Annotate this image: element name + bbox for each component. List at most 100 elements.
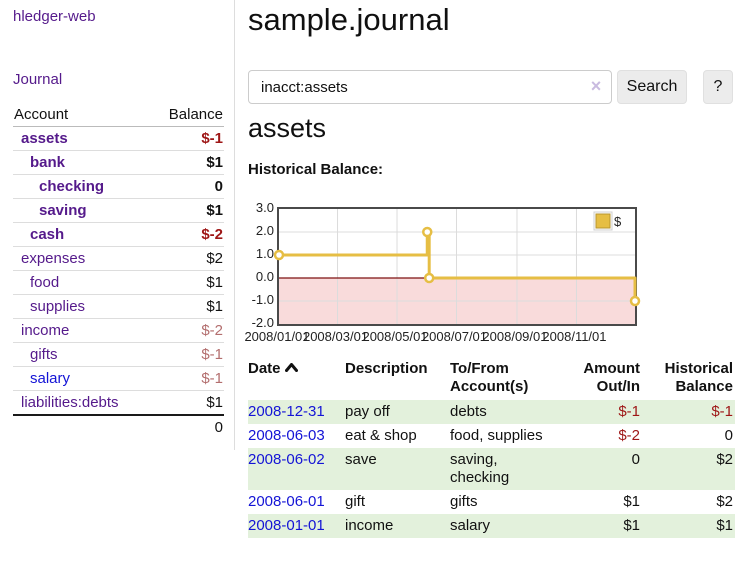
x-axis-label: 2008/07/01	[421, 329, 488, 344]
sidebar-account-link-bank[interactable]: bank	[30, 154, 66, 171]
data-point-marker	[273, 249, 285, 261]
account-balance: $-1	[201, 130, 223, 147]
column-header-to-from-account-s-: To/From Account(s)	[450, 360, 529, 395]
account-balance: $-2	[201, 322, 223, 339]
x-axis-label: 2008/09/01	[482, 329, 548, 344]
y-axis-label: -1.0	[251, 292, 274, 307]
sidebar-account-link-food[interactable]: food	[30, 274, 60, 291]
legend-label: $	[614, 214, 622, 229]
register-date-link[interactable]: 2008-12-31	[248, 403, 325, 420]
y-axis-label: 0.0	[255, 269, 274, 284]
column-header-historical-balance: Historical Balance	[664, 360, 733, 395]
register-description: eat & shop	[345, 427, 417, 444]
chart-legend: $	[593, 211, 622, 231]
sidebar-account-link-salary[interactable]: salary	[30, 370, 71, 387]
register-row: 2008-06-02 save saving, checking 0 $2	[248, 448, 735, 490]
register-row: 2008-01-01 income salary $1 $1	[248, 514, 735, 538]
x-axis-label: 2008/11/01	[542, 329, 607, 344]
sidebar-account-link-checking[interactable]: checking	[39, 178, 105, 195]
register-balance: $2	[716, 493, 733, 510]
clear-search-icon[interactable]: ×	[590, 76, 602, 96]
data-point-marker	[423, 272, 435, 284]
account-balance: $1	[206, 202, 223, 219]
sidebar-account-row: gifts $-1	[13, 343, 224, 367]
register-date-link[interactable]: 2008-06-03	[248, 427, 325, 444]
sidebar-account-link-gifts[interactable]: gifts	[30, 346, 58, 363]
register-date-link[interactable]: 2008-01-01	[248, 517, 325, 534]
sidebar-account-link-assets[interactable]: assets	[21, 130, 68, 147]
help-button[interactable]: ?	[703, 70, 733, 104]
column-header-amount-out-in: Amount Out/In	[583, 360, 640, 395]
register-description: income	[345, 517, 394, 534]
account-balance: $-1	[201, 370, 223, 387]
search-button[interactable]: Search	[617, 70, 687, 104]
register-rows: 2008-12-31 pay off debts $-1 $-1 2008-06-03 ea…	[248, 400, 735, 538]
account-heading: assets	[248, 113, 327, 143]
sidebar-account-row: income $-2	[13, 319, 224, 343]
data-point-marker	[629, 295, 641, 307]
sidebar-account-link-saving[interactable]: saving	[39, 202, 87, 219]
sidebar-account-rows: assets $-1 bank $1 checking 0 saving $1 cash $-2 e…	[13, 127, 224, 414]
sidebar-account-row: salary $-1	[13, 367, 224, 391]
sidebar-account-row: assets $-1	[13, 127, 224, 151]
register-row: 2008-12-31 pay off debts $-1 $-1	[248, 400, 735, 424]
register-date-link[interactable]: 2008-06-02	[248, 451, 325, 468]
sidebar-account-row: liabilities:debts $1	[13, 391, 224, 414]
register-balance: $1	[716, 517, 733, 534]
column-header-date[interactable]: Date	[248, 360, 345, 400]
sidebar-total-row: 0	[13, 414, 224, 439]
register-description: pay off	[345, 403, 390, 420]
search-input[interactable]	[248, 70, 612, 104]
page-title: sample.journal	[248, 2, 450, 37]
y-axis-label: 1.0	[255, 246, 274, 261]
register-table: Date Description To/From Account(s) Amount …	[248, 360, 735, 538]
sidebar-account-link-income[interactable]: income	[21, 322, 70, 339]
register-amount: $1	[623, 493, 640, 510]
sidebar-table-header: Account Balance	[13, 103, 224, 127]
account-balance: $1	[206, 298, 223, 315]
x-axis-label: 2008/01/01	[244, 329, 310, 344]
register-amount: $-2	[618, 427, 640, 444]
x-axis-label: 2008/03/01	[302, 329, 369, 344]
account-balance: $1	[206, 274, 223, 291]
register-description: save	[345, 451, 377, 468]
balance-column-header: Balance	[168, 106, 223, 123]
register-date-link[interactable]: 2008-06-01	[248, 493, 325, 510]
sidebar-total-value: 0	[214, 419, 223, 436]
brand-link[interactable]: hledger-web	[13, 8, 96, 25]
sidebar-account-link-liabilities-debts[interactable]: liabilities:debts	[21, 394, 119, 411]
register-amount: $-1	[618, 403, 640, 420]
register-accounts: salary	[450, 517, 491, 534]
legend-swatch	[595, 213, 611, 229]
y-axis-label: -2.0	[251, 315, 274, 330]
account-column-header: Account	[14, 106, 69, 123]
account-balance: $-1	[201, 346, 223, 363]
sidebar-account-row: saving $1	[13, 199, 224, 223]
sidebar-account-row: cash $-2	[13, 223, 224, 247]
register-description: gift	[345, 493, 366, 510]
register-accounts: saving, checking	[450, 451, 510, 486]
register-amount: 0	[631, 451, 640, 468]
sidebar-divider	[234, 0, 235, 450]
sidebar-account-row: food $1	[13, 271, 224, 295]
register-balance: $2	[716, 451, 733, 468]
y-axis-label: 2.0	[255, 223, 274, 238]
sidebar-account-link-cash[interactable]: cash	[30, 226, 65, 243]
register-amount: $1	[623, 517, 640, 534]
chart-plot-area: $	[273, 207, 641, 326]
y-axis-label: 3.0	[255, 200, 274, 215]
sidebar-accounts-table: Account Balance assets $-1 bank $1 checking 0…	[13, 103, 224, 439]
account-balance: $2	[206, 250, 223, 267]
register-accounts: food, supplies	[450, 427, 543, 444]
account-balance: $-2	[201, 226, 223, 243]
register-accounts: debts	[450, 403, 487, 420]
sort-ascending-icon	[284, 363, 298, 372]
sidebar-account-link-expenses[interactable]: expenses	[21, 250, 86, 267]
sidebar-item-journal[interactable]: Journal	[13, 71, 63, 88]
account-balance: $1	[206, 394, 223, 411]
sidebar-account-link-supplies[interactable]: supplies	[30, 298, 86, 315]
register-balance: 0	[724, 427, 733, 444]
sidebar-account-row: supplies $1	[13, 295, 224, 319]
chart-canvas: $	[273, 209, 641, 324]
account-balance: 0	[214, 178, 223, 195]
